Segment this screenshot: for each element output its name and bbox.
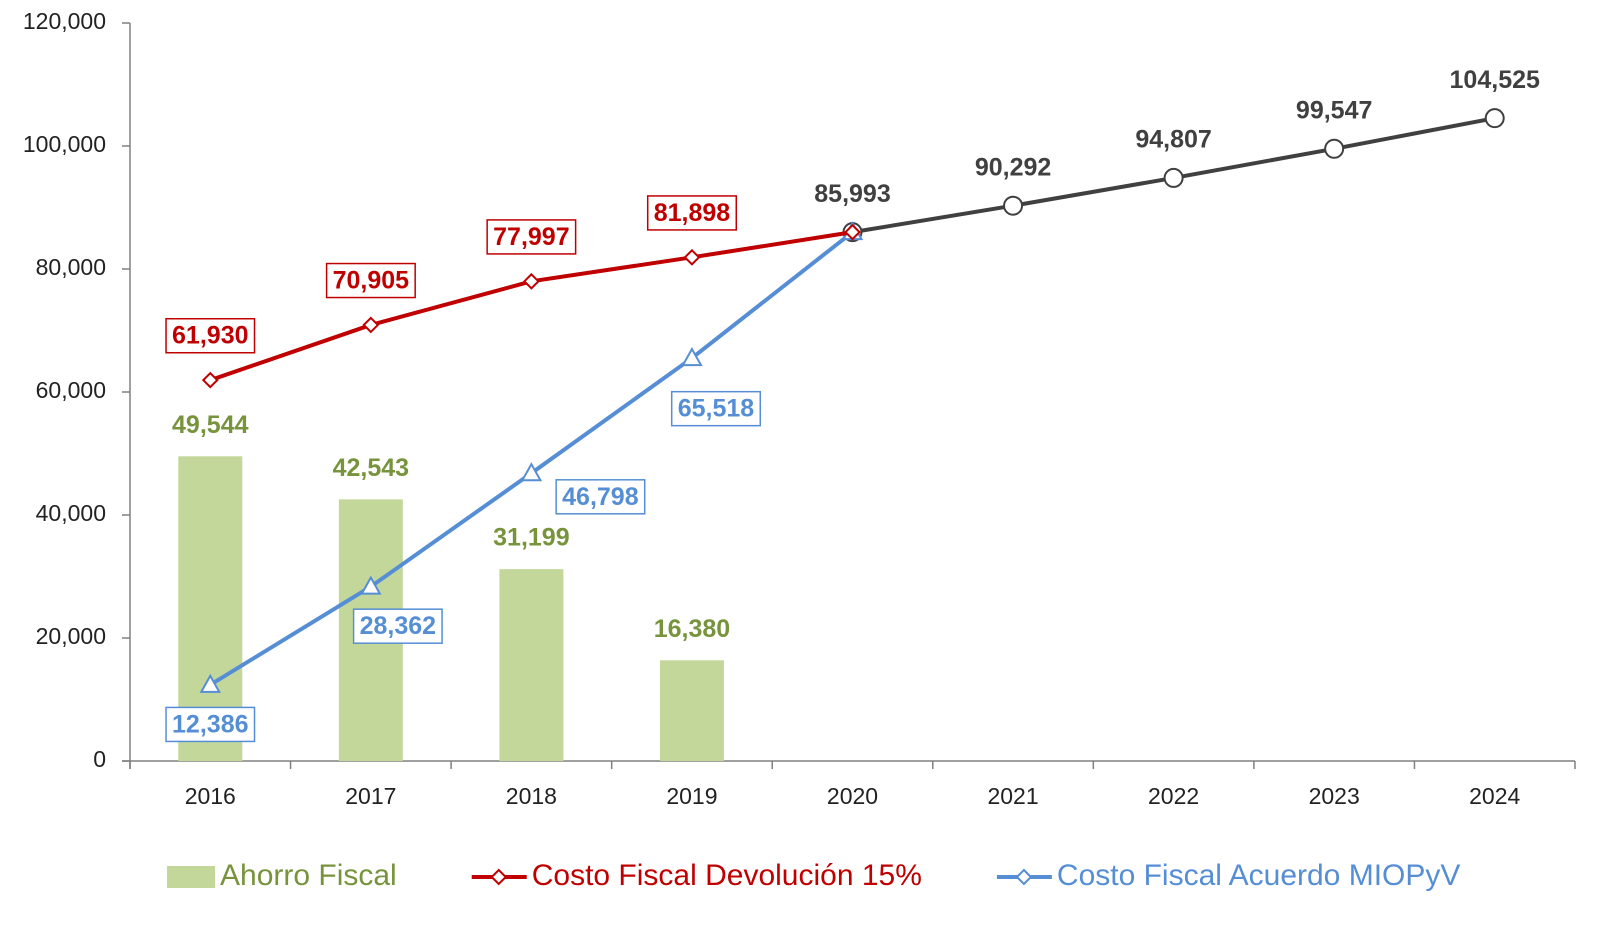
x-tick-label: 2017: [345, 783, 396, 809]
marker: [201, 371, 219, 389]
marker: [844, 223, 861, 241]
value-label: 90,292: [975, 153, 1051, 181]
value-label: 12,386: [172, 710, 248, 738]
y-tick-label: 40,000: [36, 500, 106, 526]
label-box: [555, 479, 646, 515]
marker: [362, 316, 380, 334]
y-tick-label: 20,000: [36, 623, 106, 649]
marker: [1163, 167, 1184, 188]
x-tick-label: 2019: [666, 783, 717, 809]
value-label: 16,380: [654, 615, 730, 643]
label-box: [646, 195, 738, 231]
value-label: 99,547: [1296, 96, 1372, 124]
x-tick-label: 2023: [1309, 783, 1360, 809]
marker: [522, 272, 540, 290]
legend-label: Costo Fiscal Devolución 15%: [532, 859, 922, 892]
marker: [681, 347, 703, 367]
y-tick-label: 0: [93, 746, 106, 772]
x-tick-label: 2024: [1469, 783, 1520, 809]
y-tick-label: 60,000: [36, 377, 106, 403]
value-label: 49,544: [172, 411, 249, 439]
marker: [1324, 138, 1345, 159]
legend-label: Costo Fiscal Acuerdo MIOPyV: [1057, 859, 1460, 892]
marker: [360, 575, 382, 595]
label-box: [486, 219, 577, 255]
marker: [683, 248, 701, 266]
x-tick-label: 2022: [1148, 783, 1199, 809]
marker: [1003, 195, 1024, 216]
label-box: [352, 608, 443, 644]
bar: [659, 660, 724, 761]
value-label: 28,362: [360, 612, 436, 640]
marker: [490, 868, 508, 886]
y-tick-label: 100,000: [23, 131, 106, 157]
y-tick-label: 80,000: [36, 254, 106, 280]
x-tick-label: 2021: [987, 783, 1038, 809]
value-label: 85,993: [814, 180, 890, 208]
value-label: 81,898: [654, 199, 731, 227]
value-label: 104,525: [1450, 66, 1540, 94]
x-tick-label: 2016: [185, 783, 236, 809]
value-label: 94,807: [1135, 126, 1211, 154]
value-label: 31,199: [493, 524, 569, 552]
label-box: [165, 317, 256, 354]
label-box: [325, 262, 416, 299]
value-label: 65,518: [678, 395, 755, 423]
value-label: 77,997: [493, 223, 569, 251]
marker: [520, 462, 543, 482]
x-tick-label: 2020: [827, 783, 878, 809]
value-label: 42,543: [333, 454, 409, 482]
bar: [499, 569, 564, 761]
legend-swatch: [167, 866, 215, 888]
x-tick-label: 2018: [506, 783, 557, 809]
label-box: [670, 390, 762, 427]
label-box: [165, 706, 256, 743]
marker: [1484, 108, 1505, 129]
value-label: 70,905: [333, 267, 410, 295]
value-label: 46,798: [562, 483, 639, 511]
marker: [1015, 868, 1033, 886]
y-tick-label: 120,000: [23, 8, 106, 34]
marker: [199, 673, 221, 693]
value-label: 61,930: [172, 322, 248, 350]
legend-label: Ahorro Fiscal: [220, 859, 397, 892]
